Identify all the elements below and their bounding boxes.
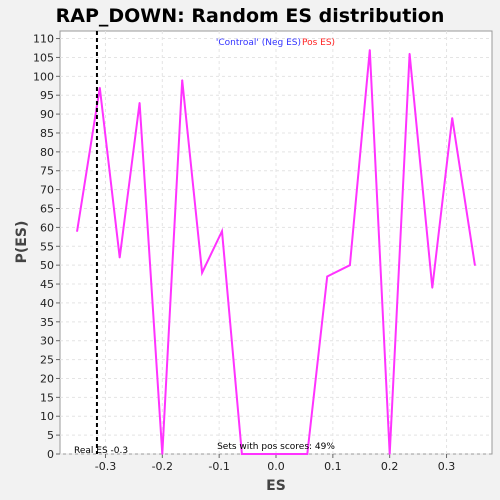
y-tick-label: 110 (33, 33, 54, 46)
data-point (388, 453, 391, 455)
data-point (201, 271, 203, 274)
data-point (368, 49, 371, 51)
x-axis: -0.3 -0.2 -0.1 0.0 0.1 0.2 0.3 (95, 454, 456, 473)
data-point (241, 453, 243, 455)
y-tick-label: 105 (33, 51, 54, 64)
y-tick-label: 55 (40, 240, 54, 253)
x-tick-label: 0.2 (381, 460, 399, 473)
y-tick-label: 50 (40, 259, 54, 272)
y-tick-label: 5 (47, 429, 54, 442)
data-point (138, 101, 141, 104)
x-tick-label: -0.1 (208, 460, 229, 473)
y-tick-label: 90 (40, 108, 54, 121)
y-tick-label: 15 (40, 391, 54, 404)
series-layer (76, 49, 476, 455)
y-tick-label: 100 (33, 70, 54, 83)
data-point (118, 256, 121, 259)
chart-title: RAP_DOWN: Random ES distribution (56, 5, 445, 27)
data-point (306, 453, 309, 455)
data-point (263, 453, 266, 455)
y-tick-label: 60 (40, 221, 54, 234)
y-tick-label: 65 (40, 203, 54, 216)
y-axis: 0 5 10 15 20 25 30 35 40 45 50 55 60 65 70 75 80 85 90 95 10… (33, 33, 60, 461)
x-axis-title: ES (266, 478, 286, 494)
real-es-label: Real ES -0.3 (74, 446, 128, 456)
y-tick-label: 40 (40, 297, 54, 310)
data-point (451, 117, 454, 119)
data-point (221, 230, 223, 232)
grid (60, 31, 492, 455)
legend-pos-es: Pos ES) (302, 38, 335, 48)
data-point (98, 86, 101, 89)
data-point (474, 264, 476, 266)
y-tick-label: 30 (40, 335, 54, 348)
data-point (283, 453, 286, 455)
y-axis-title: P(ES) (14, 221, 30, 264)
x-tick-label: 0.0 (267, 460, 285, 473)
y-tick-label: 20 (40, 372, 54, 385)
y-tick-label: 25 (40, 354, 54, 367)
y-tick-label: 80 (40, 146, 54, 159)
data-point (326, 275, 328, 278)
data-point (181, 79, 184, 81)
data-point (349, 264, 351, 266)
data-point (431, 287, 434, 289)
y-tick-label: 95 (40, 89, 54, 102)
x-tick-label: 0.1 (324, 460, 342, 473)
y-tick-label: 10 (40, 410, 54, 423)
y-tick-label: 35 (40, 316, 54, 329)
y-tick-label: 0 (47, 448, 54, 461)
y-tick-label: 85 (40, 127, 54, 140)
y-tick-label: 70 (40, 184, 54, 197)
x-tick-label: -0.2 (152, 460, 173, 473)
data-point (76, 230, 78, 232)
data-point (408, 52, 411, 55)
y-tick-label: 75 (40, 165, 54, 178)
legend: 'Controal' (Neg ES) Pos ES) (216, 38, 335, 48)
y-tick-label: 45 (40, 278, 54, 291)
pos-scores-annotation: Sets with pos scores: 49% (217, 442, 335, 452)
legend-neg-es: 'Controal' (Neg ES) (216, 38, 301, 48)
data-point (161, 453, 164, 455)
x-tick-label: -0.3 (95, 460, 116, 473)
series-line (76, 49, 476, 455)
x-tick-label: 0.3 (438, 460, 456, 473)
